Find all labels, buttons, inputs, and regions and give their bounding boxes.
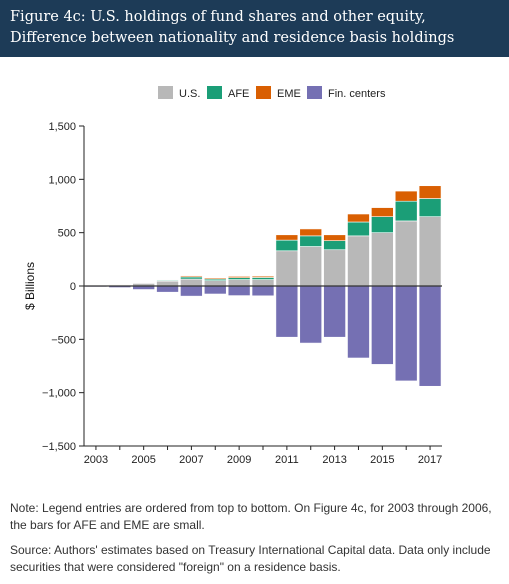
bar-segment	[299, 285, 323, 344]
bar-segment	[347, 221, 370, 237]
bar-segment	[227, 276, 251, 278]
bar-segment	[156, 280, 179, 287]
x-tick-label: 2015	[370, 454, 394, 466]
x-tick-label: 2005	[131, 454, 155, 466]
y-tick-label: −500	[51, 334, 76, 346]
bar-segment	[418, 216, 442, 287]
bar-segment	[180, 278, 203, 287]
legend-swatch	[207, 86, 222, 99]
y-tick-label: 0	[70, 281, 76, 293]
bar-segment	[371, 232, 394, 287]
bar-segment	[371, 216, 394, 233]
bar-segment	[251, 285, 275, 297]
bar-segment	[275, 250, 299, 287]
bar-segment	[323, 285, 346, 338]
legend-swatch	[307, 86, 322, 99]
bar-segment	[227, 285, 251, 296]
figure-notes: Note: Legend entries are ordered from to…	[10, 500, 500, 584]
bar-segment	[394, 220, 418, 287]
bar-segment	[394, 285, 418, 382]
y-axis: −1,500 −1,000 −500 0 500 1,000 1,500 $ Billions	[23, 121, 85, 453]
x-tick-label: 2007	[179, 454, 203, 466]
bar-segment	[347, 213, 370, 223]
bar-segment	[251, 279, 275, 287]
x-tick-label: 2011	[275, 454, 299, 466]
y-tick-label: −1,500	[42, 441, 76, 453]
x-tick-label: 2017	[418, 454, 442, 466]
bar-segment	[156, 285, 179, 293]
bar-segment	[108, 284, 132, 286]
bar-segment	[394, 190, 418, 202]
bar-segment	[347, 235, 370, 287]
bar-segment	[394, 200, 418, 222]
chart-legend: U.S. AFE EME Fin. centers	[158, 86, 386, 100]
figure-title: Figure 4c: U.S. holdings of fund shares …	[10, 9, 455, 46]
bar-segment	[203, 285, 227, 295]
bar-segment	[299, 246, 323, 287]
legend-label: U.S.	[179, 88, 200, 100]
y-tick-label: 1,500	[48, 121, 76, 133]
bar-segment	[299, 235, 323, 247]
bar-segment	[275, 234, 299, 241]
x-tick-label: 2013	[322, 454, 346, 466]
legend-label: Fin. centers	[328, 88, 386, 100]
note-text: Note: Legend entries are ordered from to…	[10, 501, 492, 532]
bar-series	[84, 185, 442, 387]
x-tick-label: 2003	[84, 454, 108, 466]
bar-segment	[275, 285, 299, 338]
bar-segment	[275, 239, 299, 252]
legend-swatch	[158, 86, 173, 99]
bar-segment	[251, 275, 275, 278]
bar-segment	[299, 228, 323, 237]
bar-segment	[323, 234, 346, 241]
bar-segment	[323, 240, 346, 251]
bar-segment	[180, 276, 203, 280]
x-tick-label: 2009	[227, 454, 251, 466]
bar-segment	[347, 285, 370, 359]
bar-segment	[180, 285, 203, 297]
figure-header: Figure 4c: U.S. holdings of fund shares …	[0, 0, 509, 57]
legend-label: AFE	[228, 88, 249, 100]
bar-segment	[156, 279, 179, 281]
bar-segment	[132, 282, 155, 284]
bar-segment	[180, 275, 203, 278]
y-axis-title: $ Billions	[23, 262, 37, 310]
x-axis: 2003 2005 2007 2009 2011 2013 2015 2017	[84, 445, 442, 466]
bar-segment	[203, 280, 227, 287]
bar-segment	[203, 277, 227, 280]
bar-segment	[323, 249, 346, 287]
bar-segment	[227, 279, 251, 287]
chart-area: U.S. AFE EME Fin. centers −1,500 −1,000 −500 0…	[0, 57, 509, 487]
y-tick-label: 1,000	[48, 174, 76, 186]
legend-label: EME	[277, 88, 301, 100]
source-text: Source: Authors' estimates based on Trea…	[10, 543, 491, 574]
bar-segment	[251, 277, 275, 280]
bar-segment	[418, 185, 442, 199]
bar-segment	[371, 207, 394, 217]
bar-segment	[418, 198, 442, 217]
stacked-bar-chart: U.S. AFE EME Fin. centers −1,500 −1,000 −500 0…	[23, 86, 442, 466]
legend-swatch	[256, 86, 271, 99]
y-tick-label: 500	[58, 228, 76, 240]
bar-segment	[418, 285, 442, 387]
bar-segment	[371, 285, 394, 365]
y-tick-label: −1,000	[42, 388, 76, 400]
